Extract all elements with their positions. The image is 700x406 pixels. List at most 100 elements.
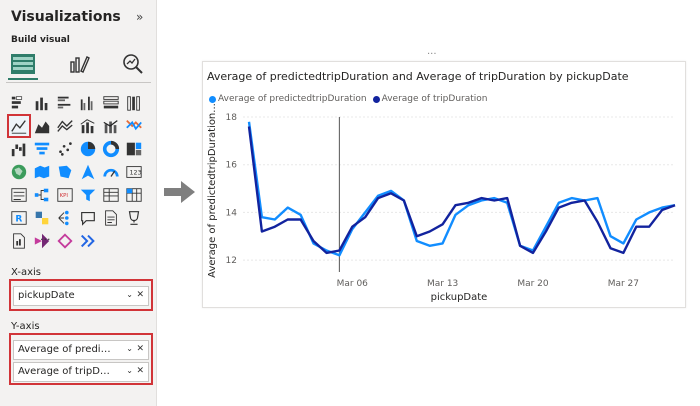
shape-map-icon[interactable] [55, 162, 75, 182]
build-visual-label: Build visual [11, 35, 70, 45]
clustered-column-icon-glyph [80, 96, 93, 111]
stacked-bar-icon[interactable] [9, 93, 29, 113]
chart-title: Average of predictedtripDuration and Ave… [207, 70, 629, 83]
line-clustered-column-icon[interactable] [78, 116, 98, 136]
y-axis-field-chip[interactable]: Average of tripDuration ⌄ ✕ [13, 362, 149, 382]
more-options-icon[interactable]: ··· [427, 49, 437, 60]
r-script-icon[interactable]: R [9, 208, 29, 228]
analytics-tab[interactable] [118, 50, 148, 78]
power-apps-icon-glyph [34, 233, 50, 249]
map-icon[interactable] [9, 162, 29, 182]
pie-icon[interactable] [78, 139, 98, 159]
x-axis-field-chip[interactable]: pickupDate ⌄ ✕ [13, 286, 149, 306]
card-icon[interactable]: 123 [124, 162, 144, 182]
key-influencers-icon[interactable] [55, 208, 75, 228]
card-icon-glyph: 123 [126, 166, 142, 178]
slicer-icon[interactable] [78, 185, 98, 205]
y-axis-field-name: Average of tripDuration [18, 366, 114, 377]
x-axis-well: pickupDate ⌄ ✕ [9, 279, 153, 311]
qa-icon[interactable] [78, 208, 98, 228]
legend-item-actual[interactable]: Average of tripDuration [372, 94, 487, 104]
python-visual-icon-glyph [35, 211, 49, 225]
legend-marker [372, 95, 380, 103]
waterfall-icon-glyph [11, 143, 26, 157]
python-visual-icon[interactable] [32, 208, 52, 228]
legend-item-predicted[interactable]: Average of predictedtripDuration [209, 94, 367, 104]
remove-field-icon[interactable]: ✕ [136, 290, 144, 300]
azure-map-icon[interactable] [78, 162, 98, 182]
qa-icon-glyph [81, 212, 95, 226]
power-apps-icon[interactable] [32, 231, 52, 251]
smart-narrative-icon[interactable] [101, 208, 121, 228]
ribbon-chart-icon[interactable] [124, 116, 144, 136]
format-visual-tab[interactable] [64, 50, 94, 78]
donut-icon-glyph [102, 140, 120, 158]
power-automate-flow-icon-glyph [80, 234, 95, 248]
treemap-icon-glyph [126, 142, 142, 156]
goals-icon[interactable] [124, 208, 144, 228]
series-line-predicted [247, 121, 676, 257]
matrix-icon[interactable] [124, 185, 144, 205]
chevron-down-icon[interactable]: ⌄ [126, 366, 133, 375]
svg-text:R: R [15, 215, 22, 225]
collapse-pane-button[interactable]: » [136, 10, 144, 24]
y-axis-field-chip[interactable]: Average of predictedtripDuration ⌄ ✕ [13, 340, 149, 360]
line-chart-visual[interactable]: Average of predictedtripDuration and Ave… [202, 49, 686, 308]
line-stacked-column-icon[interactable] [101, 116, 121, 136]
power-automate-icon[interactable] [55, 231, 75, 251]
funnel-icon-glyph [34, 142, 50, 155]
stacked-area-icon[interactable] [55, 116, 75, 136]
legend-label: Average of predictedtripDuration [218, 94, 367, 104]
chevron-down-icon[interactable]: ⌄ [126, 290, 133, 299]
scatter-icon[interactable] [55, 139, 75, 159]
ribbon-chart-icon-glyph [126, 119, 142, 131]
arrow-right-icon [164, 181, 195, 203]
legend-marker [209, 95, 216, 103]
remove-field-icon[interactable]: ✕ [136, 344, 144, 354]
multi-row-card-icon-glyph [11, 188, 27, 202]
clustered-bar-icon[interactable] [55, 93, 75, 113]
filled-map-icon-glyph [34, 165, 50, 179]
kpi-icon[interactable]: KPI [55, 185, 75, 205]
gauge-icon[interactable] [101, 162, 121, 182]
x-tick-label: Mar 13 [427, 279, 458, 289]
build-visual-icon [11, 54, 35, 74]
build-visual-tab[interactable] [8, 50, 38, 80]
donut-icon[interactable] [101, 139, 121, 159]
svg-text:123: 123 [130, 170, 142, 177]
series-line-actual [247, 126, 676, 255]
table-icon-glyph [103, 188, 119, 202]
y-tick-label: 14 [226, 208, 238, 218]
decomposition-tree-icon-glyph [34, 188, 49, 202]
power-automate-flow-icon[interactable] [78, 231, 98, 251]
y-axis-well: Average of predictedtripDuration ⌄ ✕ Ave… [9, 333, 153, 385]
clustered-column-icon[interactable] [78, 93, 98, 113]
smart-narrative-icon-glyph [105, 210, 117, 226]
paginated-report-icon[interactable] [9, 231, 29, 251]
line-clustered-column-icon-glyph [80, 119, 95, 134]
pie-icon-glyph [80, 141, 96, 157]
treemap-icon[interactable] [124, 139, 144, 159]
waterfall-icon[interactable] [9, 139, 29, 159]
stacked-column-icon[interactable] [32, 93, 52, 113]
x-tick-label: Mar 06 [337, 279, 369, 289]
key-influencers-icon-glyph [58, 210, 69, 226]
filled-map-icon[interactable] [32, 162, 52, 182]
full-stacked-bar-icon[interactable] [101, 93, 121, 113]
full-stacked-column-icon[interactable] [124, 93, 144, 113]
multi-row-card-icon[interactable] [9, 185, 29, 205]
chevron-down-icon[interactable]: ⌄ [126, 344, 133, 353]
line-stacked-column-icon-glyph [103, 120, 118, 134]
power-automate-icon-glyph [57, 233, 73, 249]
x-axis-field-name: pickupDate [18, 290, 75, 301]
chart-plot: 12 14 16 18 Mar 06 Mar 13 Mar 20 Mar 27 pickupDa… [207, 103, 676, 303]
table-icon[interactable] [101, 185, 121, 205]
line-chart-icon[interactable] [7, 114, 31, 138]
decomposition-tree-icon[interactable] [32, 185, 52, 205]
remove-field-icon[interactable]: ✕ [136, 366, 144, 376]
chart-legend: Average of predictedtripDuration Average… [209, 94, 493, 104]
gauge-icon-glyph [103, 168, 119, 177]
area-chart-icon[interactable] [32, 116, 52, 136]
funnel-icon[interactable] [32, 139, 52, 159]
more-visuals-button[interactable]: ··· [40, 233, 51, 246]
